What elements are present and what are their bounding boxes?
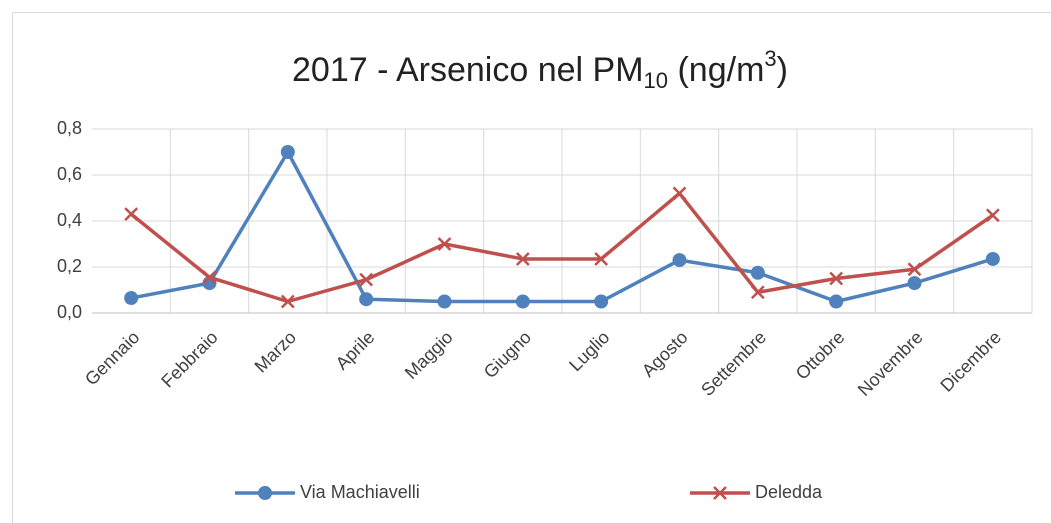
point xyxy=(124,207,139,221)
point xyxy=(829,271,844,286)
point xyxy=(280,145,295,159)
point xyxy=(202,270,217,285)
point xyxy=(907,262,922,277)
chart-border xyxy=(12,12,1051,523)
point xyxy=(515,252,530,266)
legend-marker xyxy=(713,486,727,500)
point xyxy=(594,294,609,309)
point xyxy=(594,252,609,266)
point xyxy=(985,208,1000,223)
point xyxy=(829,294,844,309)
chart-title: 2017 - Arsenico nel PM10 (ng/m3) xyxy=(292,46,788,93)
point xyxy=(515,294,530,309)
point xyxy=(985,251,1000,266)
point xyxy=(359,272,374,287)
series-line xyxy=(130,150,994,304)
y-tick-label: 0,4 xyxy=(57,210,82,230)
y-tick-label: 0,6 xyxy=(57,164,82,184)
point xyxy=(907,276,922,291)
point xyxy=(124,291,139,306)
title-text: 2017 - Arsenico nel PM xyxy=(292,51,644,89)
legend-label: Via Machiavelli xyxy=(300,482,420,502)
point xyxy=(359,292,374,307)
legend-marker xyxy=(258,486,272,500)
point xyxy=(672,253,687,268)
point xyxy=(437,294,452,309)
point xyxy=(672,186,687,201)
y-tick-label: 0,8 xyxy=(57,118,82,138)
y-tick-label: 0,2 xyxy=(57,256,82,276)
legend-label: Deledda xyxy=(755,482,823,502)
point xyxy=(750,285,765,300)
point xyxy=(280,294,295,309)
point xyxy=(750,265,765,280)
title-text: ) xyxy=(777,51,788,89)
title-subscript: 10 xyxy=(644,68,668,93)
title-superscript: 3 xyxy=(764,46,776,71)
title-text: (ng/m xyxy=(668,51,764,89)
y-tick-label: 0,0 xyxy=(57,302,82,322)
series-line xyxy=(130,191,994,304)
point xyxy=(437,237,452,251)
